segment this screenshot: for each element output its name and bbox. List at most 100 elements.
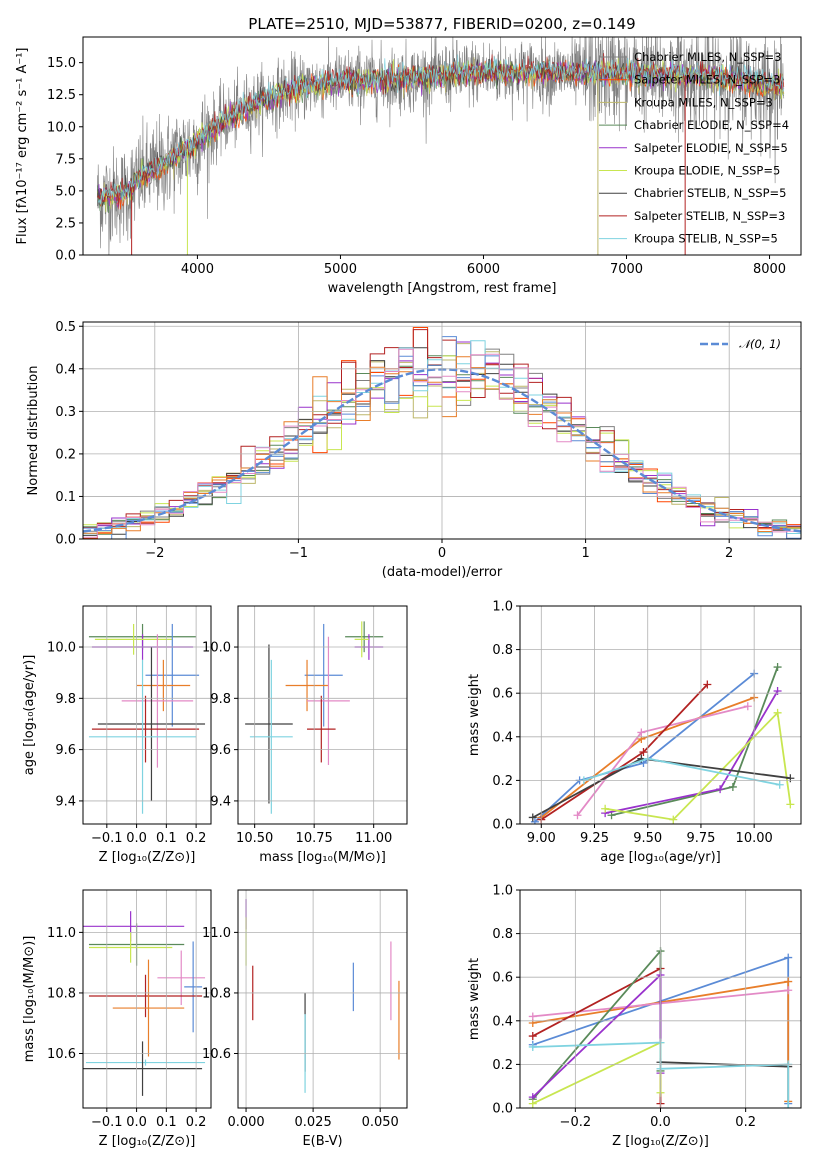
x-tick-label: 10.50 (236, 831, 273, 846)
axes-frame (237, 889, 408, 1109)
y-tick-label: 0.6 (492, 971, 513, 986)
panel-mass_vs_ebv: 0.000 0.025 0.050 10.6 10.8 11.0 E(B-V) (202, 889, 408, 1149)
weight-marker (528, 1099, 537, 1108)
x-tick-label: 0 (438, 546, 446, 561)
panel-weight_vs_Z: −0.2 0.0 0.2 0.0 0.2 0.4 0.6 0.8 1.0 Z [log₁₀(Z/Z… (467, 884, 802, 1149)
x-axis-label: Z [log₁₀(Z/Z⊙)] (612, 1134, 709, 1149)
y-tick-label: 9.4 (55, 794, 76, 809)
weight-marker (639, 748, 648, 757)
x-tick-label: 0.2 (735, 1115, 756, 1130)
y-tick-label: 11.0 (202, 926, 231, 941)
panel-mass_vs_Z: −0.1 0.0 0.1 0.2 10.6 10.8 11.0 Z [log₁₀(Z/Z⊙)]… (22, 889, 212, 1149)
legend-entry: Chabrier ELODIE, N_SSP=4 (634, 118, 789, 132)
x-tick-label: 0.050 (362, 1115, 399, 1130)
y-tick-label: 0.4 (492, 730, 513, 745)
errorbar-point (249, 659, 293, 814)
legend-entry: Kroupa MILES, N_SSP=3 (634, 95, 773, 109)
x-axis-label: wavelength [Angstrom, rest frame] (328, 281, 557, 296)
axes-frame (82, 889, 212, 1109)
plot-area (96, 37, 785, 255)
x-tick-label: −0.1 (91, 1115, 123, 1130)
y-tick-label: 9.8 (210, 692, 231, 707)
x-tick-label: 9.75 (686, 831, 715, 846)
weight-marker (530, 817, 539, 824)
errorbar-point (136, 659, 191, 712)
y-tick-label: 5.0 (55, 184, 76, 199)
weight-marker (773, 663, 782, 672)
x-tick-label: 0.1 (156, 1115, 177, 1130)
weight-marker (528, 1032, 537, 1041)
errorbar-point (85, 1059, 206, 1066)
x-tick-label: 10.75 (296, 831, 333, 846)
x-tick-label: 8000 (753, 262, 786, 277)
x-tick-label: 9.00 (527, 831, 556, 846)
y-tick-label: 0.2 (492, 774, 513, 789)
weight-marker (786, 800, 795, 809)
y-axis-label: Flux [fλ10⁻¹⁷ erg cm⁻² s⁻¹ A⁻¹] (15, 48, 30, 245)
errorbar-point (304, 623, 343, 727)
y-tick-label: 9.8 (55, 692, 76, 707)
errorbar-point (94, 623, 173, 655)
y-tick-label: 0.0 (492, 1102, 513, 1117)
y-axis-label: age [log₁₀(age/yr)] (22, 655, 37, 776)
errorbar-point (121, 634, 194, 768)
y-tick-label: 10.6 (47, 1047, 76, 1062)
errorbar-point (184, 941, 203, 1033)
weight-marker (743, 702, 752, 711)
y-tick-label: 0.2 (55, 447, 76, 462)
chart-title: PLATE=2510, MJD=53877, FIBERID=0200, z=0… (248, 15, 635, 33)
x-axis-label: E(B-V) (302, 1134, 342, 1149)
y-tick-label: 0.8 (492, 643, 513, 658)
x-tick-label: −1 (289, 546, 308, 561)
errorbar-point (307, 695, 336, 763)
weight-marker (786, 774, 795, 783)
legend-entry: Kroupa ELODIE, N_SSP=5 (634, 164, 780, 178)
x-tick-label: 0.2 (186, 1115, 207, 1130)
errorbar-point (83, 1041, 203, 1096)
legend-entry: Salpeter ELODIE, N_SSP=5 (634, 141, 788, 155)
errorbar-point (91, 695, 200, 763)
errorbar-point (285, 659, 329, 712)
y-tick-label: 0.4 (492, 1014, 513, 1029)
y-tick-label: 10.0 (202, 641, 231, 656)
x-tick-label: 0.2 (186, 831, 207, 846)
y-tick-label: 10.0 (47, 120, 76, 135)
x-tick-label: 0.000 (227, 1115, 264, 1130)
x-tick-label: −0.2 (560, 1115, 592, 1130)
x-tick-label: 7000 (610, 262, 643, 277)
panel-weight_vs_age: 9.00 9.25 9.50 9.75 10.00 0.0 0.2 0.4 0.6 0.8 1.0 a… (467, 600, 802, 865)
weight-marker (773, 708, 782, 717)
x-tick-label: 9.25 (580, 831, 609, 846)
x-tick-label: 0.0 (126, 1115, 147, 1130)
x-tick-label: 5000 (324, 262, 357, 277)
y-tick-label: 0.8 (492, 927, 513, 942)
weight-marker (784, 986, 793, 995)
y-axis-label: mass weight (467, 958, 482, 1040)
y-tick-label: 10.8 (202, 986, 231, 1001)
panel-age_vs_Z: −0.1 0.0 0.1 0.2 9.4 9.6 9.8 10.0 Z [log₁₀(Z/Z⊙)… (22, 605, 212, 865)
y-tick-label: 0.6 (492, 687, 513, 702)
errorbar-point (88, 932, 173, 963)
plot-area (245, 621, 384, 814)
x-tick-label: 4000 (181, 262, 214, 277)
observed-spectrum (97, 37, 784, 255)
x-tick-label: 0.1 (156, 831, 177, 846)
y-axis-label: mass [log₁₀(M/M⊙)] (22, 936, 37, 1063)
weight-marker (728, 782, 737, 791)
x-tick-label: 9.50 (633, 831, 662, 846)
legend-entry: Kroupa STELIB, N_SSP=5 (634, 232, 778, 246)
legend: Chabrier MILES, N_SSP=3 Salpeter MILES, N… (599, 50, 789, 246)
x-axis-label: age [log₁₀(age/yr)] (600, 850, 721, 865)
legend-entry: Salpeter MILES, N_SSP=3 (634, 73, 780, 87)
x-tick-label: 0.0 (126, 831, 147, 846)
x-tick-label: 0.025 (295, 1115, 332, 1130)
panel-spectrum: 4000 5000 6000 7000 8000 0.0 2.5 5.0 7.5 10.0 12.5… (15, 15, 802, 296)
y-tick-label: 9.4 (210, 794, 231, 809)
axes-frame (82, 605, 212, 825)
y-tick-label: 1.0 (492, 884, 513, 899)
y-tick-label: 0.4 (55, 362, 76, 377)
weight-marker (528, 813, 537, 822)
weight-marker (716, 785, 725, 794)
errorbar-point (97, 647, 206, 801)
